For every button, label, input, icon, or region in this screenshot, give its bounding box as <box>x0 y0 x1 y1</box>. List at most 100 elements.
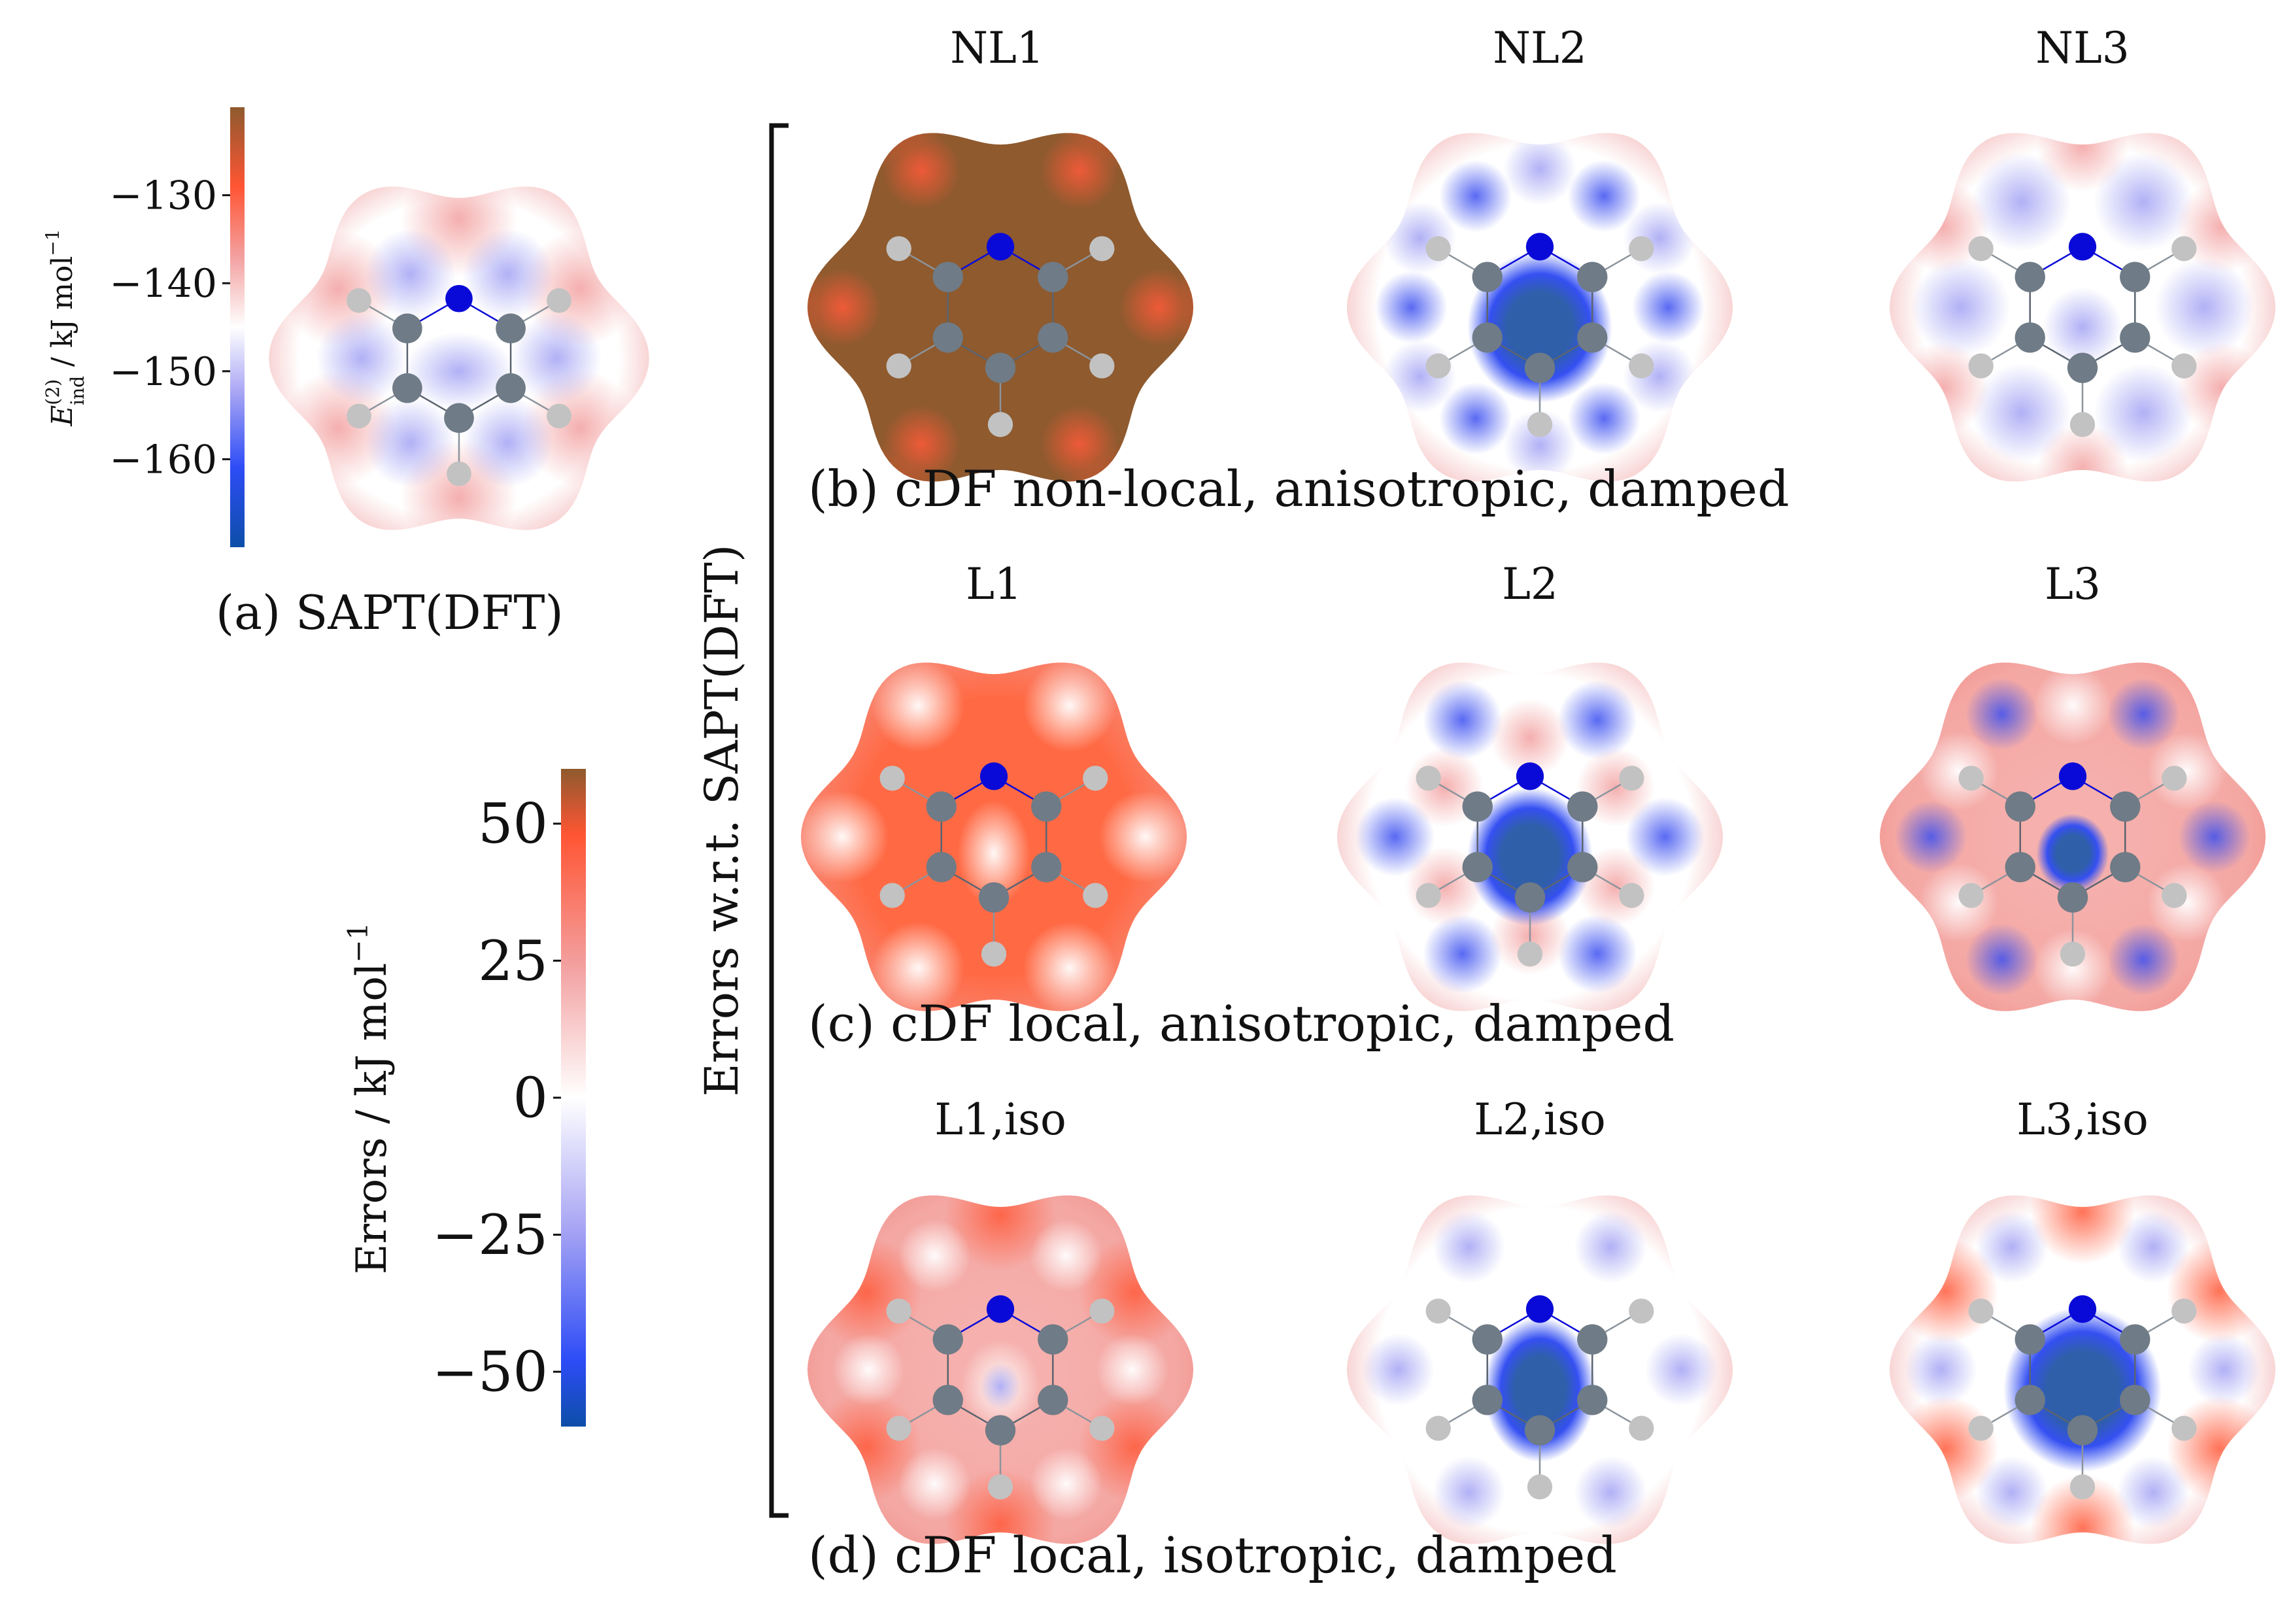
hydrogen-atom <box>1089 236 1115 262</box>
surface-lobe <box>1574 1456 1647 1529</box>
hydrogen-atom <box>1527 1474 1553 1500</box>
hydrogen-atom <box>1958 883 1984 908</box>
error-colorbar-tick-label: −25 <box>432 1203 548 1267</box>
nitrogen-atom <box>986 1295 1015 1323</box>
surface-lobe <box>316 313 407 404</box>
hydrogen-atom <box>2171 1415 2197 1441</box>
hydrogen-atom <box>1629 1298 1654 1324</box>
surface-lobe <box>1096 1333 1168 1406</box>
hydrogen-atom <box>1089 1298 1115 1324</box>
panel-a-colorbar-bar <box>230 107 245 547</box>
carbon-atom <box>1514 882 1546 913</box>
error-colorbar-ticks: 50 25 0 −25 −50 <box>432 792 561 1404</box>
surface-lobe <box>462 228 553 320</box>
surface-lobe <box>2036 133 2129 192</box>
molecule-map-l3 <box>1879 662 2266 1011</box>
carbon-atom <box>1472 1385 1503 1415</box>
hydrogen-atom <box>2171 1298 2197 1324</box>
surface-lobe <box>365 397 456 488</box>
row-c-title-1: L1 <box>966 559 1022 609</box>
carbon-atom <box>926 791 957 822</box>
surface-lobe <box>1040 404 1119 482</box>
surface-lobe <box>2147 731 2226 811</box>
carbon-atom <box>978 882 1010 913</box>
hydrogen-atom <box>2162 766 2187 791</box>
carbon-atom <box>2110 852 2141 883</box>
hydrogen-atom <box>1968 1298 1994 1324</box>
hydrogen-atom <box>2162 883 2187 908</box>
error-colorbar-label: Errors / kJ mol−1 <box>342 922 396 1275</box>
molecule-map-sapt <box>269 186 649 530</box>
nitrogen-atom <box>445 284 473 313</box>
carbon-atom <box>1577 322 1608 353</box>
error-colorbar-tick-label: 25 <box>478 929 548 993</box>
hydrogen-atom <box>2171 353 2197 379</box>
hydrogen-atom <box>2060 941 2086 967</box>
surface-lobe <box>1557 914 1637 994</box>
hydrogen-atom <box>1619 766 1644 791</box>
surface-lobe <box>1972 363 2071 462</box>
surface-lobe <box>872 922 964 1011</box>
surface-lobe <box>1023 922 1116 1011</box>
nitrogen-atom <box>2068 233 2097 261</box>
row-d-title-3: L3,iso <box>2016 1094 2149 1145</box>
carbon-atom <box>932 322 963 353</box>
surface-sapt <box>269 186 649 530</box>
hydrogen-atom <box>1425 353 1451 379</box>
hydrogen-atom <box>1629 353 1654 379</box>
hydrogen-atom <box>347 403 371 429</box>
nitrogen-atom <box>2068 1295 2097 1323</box>
carbon-atom <box>2005 791 2035 822</box>
surface-lobe <box>2166 1238 2272 1344</box>
carbon-atom <box>2014 1324 2045 1355</box>
surface-lobe <box>1355 797 1435 877</box>
hydrogen-atom <box>447 461 471 486</box>
carbon-atom <box>2014 1385 2045 1415</box>
carbon-atom <box>444 403 474 433</box>
nitrogen-atom <box>986 233 1015 261</box>
surface-lobe <box>807 267 882 347</box>
error-colorbar-tick-label: −50 <box>432 1340 548 1404</box>
panel-a-colorbar-tick-label: −150 <box>109 349 217 395</box>
surface-lobe <box>1574 1211 1647 1283</box>
carbon-atom <box>392 313 422 344</box>
hydrogen-atom <box>1629 236 1654 262</box>
surface-spot <box>2003 1307 2162 1472</box>
carbon-atom <box>1567 852 1598 883</box>
carbon-atom <box>2067 352 2098 383</box>
surface-lobe <box>1893 1238 1999 1344</box>
carbon-atom <box>2120 262 2150 292</box>
carbon-atom <box>1577 262 1608 292</box>
carbon-atom <box>1462 791 1493 822</box>
hydrogen-atom <box>547 288 571 313</box>
carbon-atom <box>2067 1415 2098 1446</box>
surface-lobe <box>1503 133 1576 205</box>
hydrogen-atom <box>886 1298 911 1324</box>
surface-lobe <box>1625 797 1705 877</box>
surface-lobe <box>1567 382 1640 455</box>
surface-lobe <box>2154 258 2254 357</box>
panel-a-colorbar-tick-label: −140 <box>109 261 217 307</box>
carbon-atom <box>985 1415 1016 1446</box>
hydrogen-atom <box>1083 883 1108 908</box>
carbon-atom <box>2120 1324 2150 1355</box>
carbon-atom <box>2120 322 2150 353</box>
hydrogen-atom <box>1425 1298 1451 1324</box>
hydrogen-atom <box>1527 412 1553 437</box>
surface-lobe <box>1893 1396 1999 1502</box>
surface-lobe <box>1975 1211 2048 1283</box>
panel-a-colorbar-ticks: −130 −140 −150 −160 <box>109 173 230 482</box>
hydrogen-atom <box>2069 412 2096 437</box>
carbon-atom <box>1472 322 1503 353</box>
surface-spot <box>2036 813 2109 893</box>
panel-a-colorbar-tick-label: −160 <box>109 437 217 482</box>
bracket: Errors w.r.t. SAPT(DFT) <box>695 123 789 1518</box>
hydrogen-atom <box>1416 766 1441 791</box>
surface-lobe <box>1119 267 1194 347</box>
hydrogen-atom <box>1629 1415 1654 1441</box>
surface-lobe <box>1911 258 2011 357</box>
hydrogen-atom <box>987 1474 1013 1500</box>
hydrogen-atom <box>886 1415 911 1441</box>
surface-lobe <box>1905 1333 1977 1406</box>
